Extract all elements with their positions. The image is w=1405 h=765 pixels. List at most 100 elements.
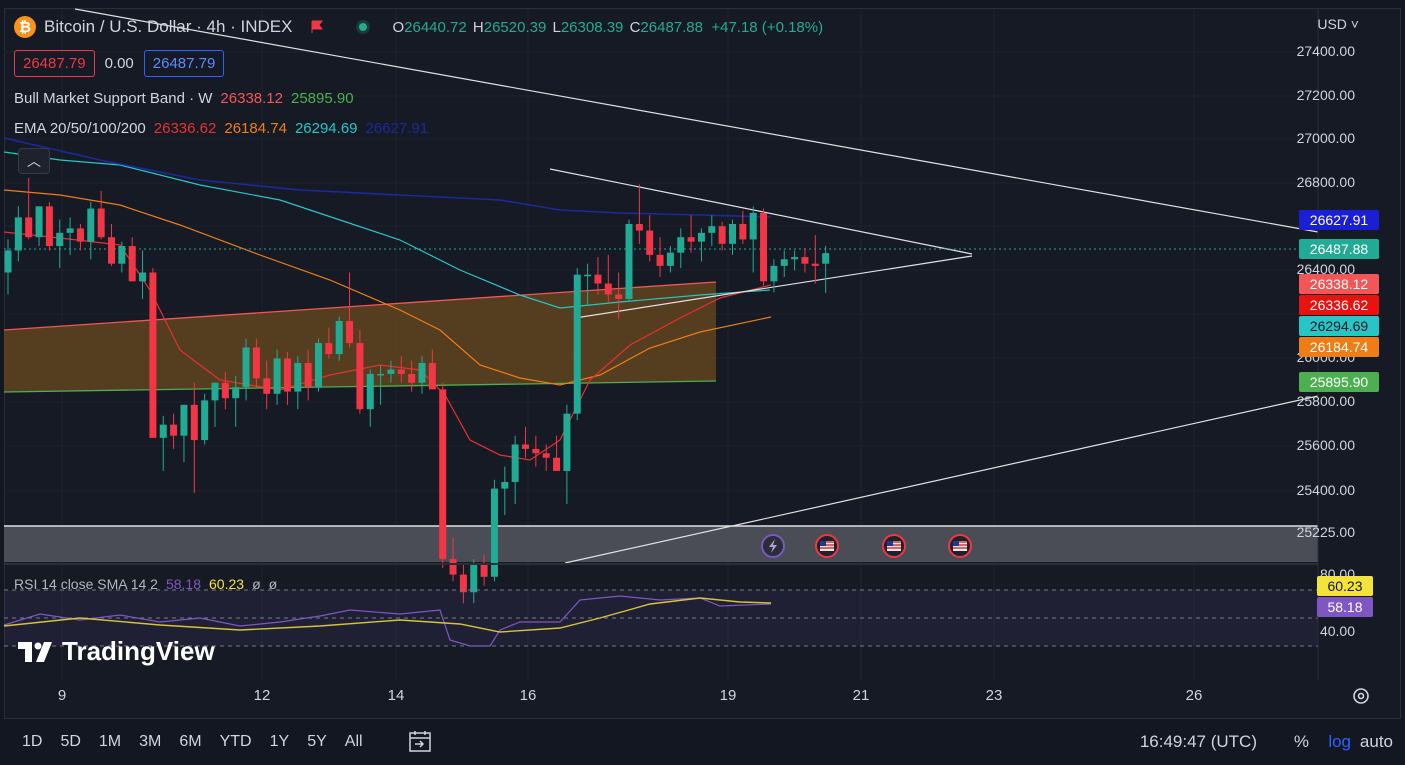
symbol-title[interactable]: Bitcoin / U.S. Dollar · 4h · INDEX xyxy=(44,17,293,36)
price-tick-label: 25400.00 xyxy=(1296,482,1355,498)
candle-body xyxy=(4,250,12,273)
price-tick-label: 25800.00 xyxy=(1296,393,1355,409)
candle-body xyxy=(304,362,312,388)
candle-body xyxy=(687,237,695,242)
rsi-tag: 58.18 xyxy=(1317,597,1373,617)
bitcoin-icon: ₿ xyxy=(14,16,36,38)
candle-body xyxy=(656,254,664,266)
market-status-icon xyxy=(356,20,371,34)
ema200-line xyxy=(3,137,772,218)
ema-value-1: 26336.62 xyxy=(153,120,217,137)
rsi-line xyxy=(3,595,772,647)
time-tick-label: 9 xyxy=(57,687,67,704)
clock-time[interactable]: 16:49:47 (UTC) xyxy=(1139,732,1257,751)
rsi-tag: 60.23 xyxy=(1317,576,1373,596)
ema-value-2: 26184.74 xyxy=(224,120,287,137)
lightning-glyph xyxy=(769,539,777,553)
candle-body xyxy=(811,263,819,266)
percent-toggle[interactable]: % xyxy=(1293,732,1309,751)
candle-body xyxy=(273,358,281,394)
flag-canton xyxy=(953,541,959,546)
candle-body xyxy=(449,559,457,575)
candle-body xyxy=(263,378,271,394)
candle-body xyxy=(594,274,602,284)
candle-body xyxy=(97,208,105,238)
candle-body xyxy=(739,223,747,240)
price-tag: 26627.91 xyxy=(1299,210,1379,230)
rsi-value: 58.18 xyxy=(165,576,202,592)
time-tick-label: 14 xyxy=(387,687,405,704)
candle-body xyxy=(532,448,540,454)
rsi-ma-line xyxy=(3,597,772,633)
price-tick-label: 27400.00 xyxy=(1296,43,1355,59)
tradingview-logo[interactable]: TradingView xyxy=(18,636,215,667)
range-button-5y[interactable]: 5Y xyxy=(307,733,327,750)
candle-body xyxy=(584,274,592,277)
currency-selector[interactable]: USD ˅ xyxy=(1317,16,1359,32)
range-button-1m[interactable]: 1M xyxy=(98,733,122,750)
flag-icon[interactable] xyxy=(310,20,324,34)
candle-body xyxy=(418,362,426,383)
candle-body xyxy=(14,217,22,251)
settings-icon[interactable] xyxy=(1351,686,1371,706)
candle-body xyxy=(822,253,830,264)
candle-body xyxy=(76,228,84,242)
time-tick-label: 23 xyxy=(985,687,1003,704)
range-button-all[interactable]: All xyxy=(344,733,363,750)
candle-body xyxy=(522,444,529,449)
candle-body xyxy=(428,362,436,390)
date-range-icon[interactable] xyxy=(407,729,433,755)
price-tag: 26294.69 xyxy=(1299,316,1379,336)
candle-body xyxy=(646,230,654,255)
rsi-ma-value: 60.23 xyxy=(209,576,245,592)
auto-toggle[interactable]: auto xyxy=(1359,732,1393,751)
range-button-3m[interactable]: 3M xyxy=(139,733,162,750)
brand-name: TradingView xyxy=(62,636,215,666)
range-button-6m[interactable]: 6M xyxy=(179,733,202,750)
range-button-5d[interactable]: 5D xyxy=(60,733,81,750)
symbol-legend: ₿ Bitcoin / U.S. Dollar · 4h · INDEX O26… xyxy=(14,16,823,38)
price-tag: 25895.90 xyxy=(1299,372,1379,392)
candle-body xyxy=(180,404,188,436)
candle-body xyxy=(45,206,53,247)
candle-body xyxy=(408,373,416,383)
ema-name: EMA 20/50/100/200 xyxy=(14,120,146,137)
candle-body xyxy=(604,283,612,295)
price-tick-label: 26800.00 xyxy=(1296,174,1355,190)
rsi-legend[interactable]: RSI 14 close SMA 14 2 58.18 60.23 ø ø xyxy=(14,576,277,592)
candle-body xyxy=(439,389,447,560)
candle-body xyxy=(729,223,736,244)
price-tick-label: 25600.00 xyxy=(1296,437,1355,453)
bmsb-value-2: 25895.90 xyxy=(291,90,354,107)
candle-body xyxy=(335,321,343,355)
bottom-toolbar: 1D 5D 1M 3M 6M YTD 1Y 5Y All 16:49:47 (UTC) % lo… xyxy=(0,719,1405,765)
price-change: +47.18 (+0.18%) xyxy=(711,18,824,36)
candle-body xyxy=(377,373,385,376)
rsi-value-3: ø xyxy=(252,576,261,592)
candle-body xyxy=(490,488,498,577)
log-toggle[interactable]: log xyxy=(1328,732,1351,751)
tradingview-icon xyxy=(18,641,52,662)
buy-price-button[interactable]: 26487.79 xyxy=(143,50,225,77)
range-button-1d[interactable]: 1D xyxy=(22,733,43,750)
time-tick-label: 21 xyxy=(852,687,870,704)
sell-price-button[interactable]: 26487.79 xyxy=(14,50,95,77)
candle-body xyxy=(356,343,364,410)
support-zone xyxy=(4,526,1318,562)
candle-body xyxy=(511,444,519,482)
candle-body xyxy=(232,387,240,399)
candle-body xyxy=(242,347,250,388)
candle-body xyxy=(128,246,136,282)
range-button-1y[interactable]: 1Y xyxy=(269,733,290,750)
candle-body xyxy=(56,232,64,247)
range-button-ytd[interactable]: YTD xyxy=(219,733,252,750)
ema-legend[interactable]: EMA 20/50/100/200 26336.62 26184.74 2629… xyxy=(14,120,428,137)
price-tag: 26336.62 xyxy=(1299,295,1379,315)
bmsb-legend[interactable]: Bull Market Support Band · W 26338.12 25… xyxy=(14,90,354,107)
candle-body xyxy=(66,228,74,233)
flag-canton xyxy=(887,541,893,546)
collapse-legend-button[interactable]: ︿ xyxy=(18,148,50,174)
candle-body xyxy=(749,212,757,240)
ema-value-3: 26294.69 xyxy=(294,120,358,137)
